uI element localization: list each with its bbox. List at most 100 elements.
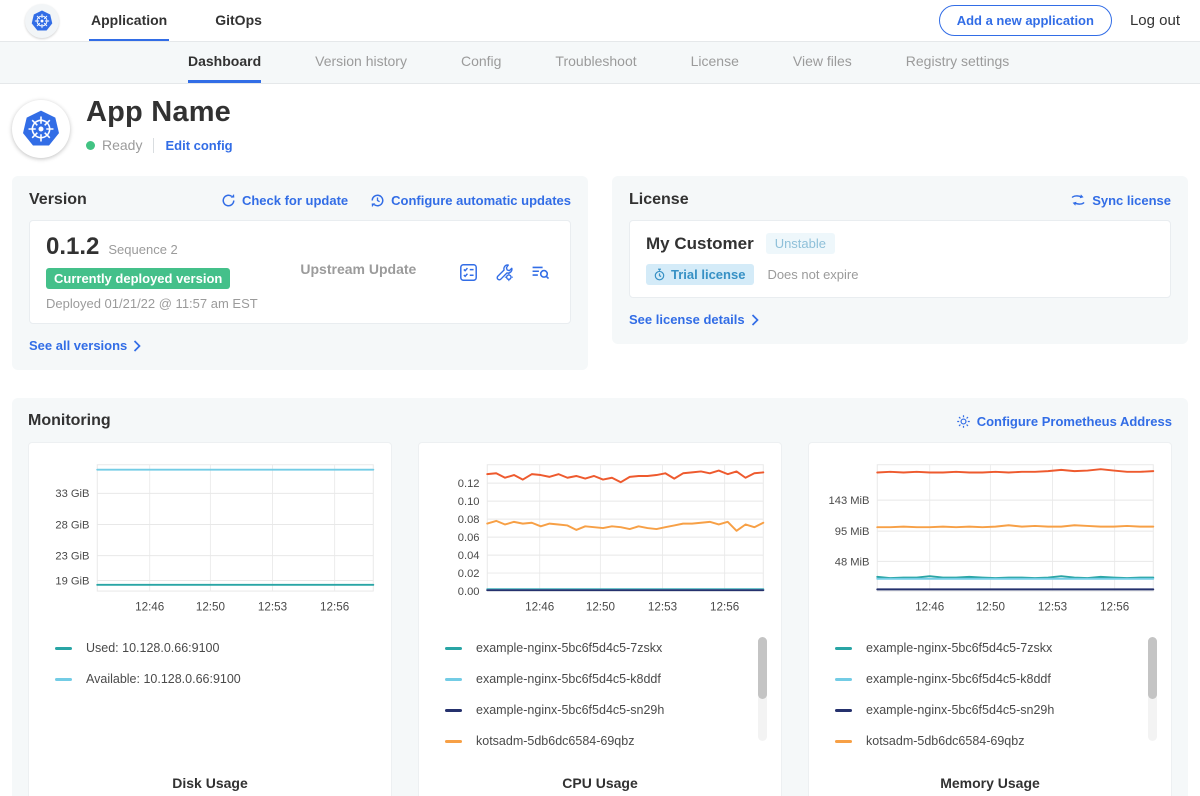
svg-text:33 GiB: 33 GiB — [55, 488, 89, 500]
chart-title: Memory Usage — [817, 765, 1163, 791]
tab-troubleshoot[interactable]: Troubleshoot — [555, 42, 636, 83]
check-for-update-label: Check for update — [242, 193, 348, 208]
legend-item[interactable]: Available: 10.128.0.66:9100 — [55, 672, 357, 686]
logout-button[interactable]: Log out — [1130, 12, 1180, 29]
legend-item[interactable]: example-nginx-5bc6f5d4c5-sn29h — [835, 703, 1137, 717]
app-sub-nav: Dashboard Version history Config Trouble… — [0, 42, 1200, 84]
license-panel: My Customer Unstable Trial license Does … — [629, 220, 1171, 298]
sync-icon — [1070, 193, 1086, 207]
clock-refresh-icon — [370, 193, 385, 208]
version-card-title: Version — [29, 191, 87, 209]
svg-text:12:53: 12:53 — [648, 600, 677, 613]
legend-scrollbar[interactable] — [1148, 637, 1157, 741]
sync-license-link[interactable]: Sync license — [1070, 193, 1171, 208]
svg-text:0.08: 0.08 — [458, 514, 480, 526]
legend-item[interactable]: example-nginx-5bc6f5d4c5-k8ddf — [835, 672, 1137, 686]
legend-scrollbar-thumb[interactable] — [758, 637, 767, 699]
license-card: License Sync license My Customer Unstabl… — [612, 176, 1188, 344]
svg-text:23 GiB: 23 GiB — [55, 550, 89, 562]
legend-scrollbar[interactable] — [758, 637, 767, 741]
legend-item[interactable]: kotsadm-5db6dc6584-69qbz — [445, 734, 747, 748]
legend-color-dash — [445, 740, 462, 743]
top-tab-gitops-label: GitOps — [215, 12, 262, 28]
version-card: Version Check for update Configure autom… — [12, 176, 588, 370]
memory-usage-chart: 12:4612:5012:5312:5648 MiB95 MiB143 MiB — [817, 455, 1163, 627]
license-type-label: Trial license — [671, 267, 745, 282]
upstream-update-label: Upstream Update — [258, 233, 459, 277]
page-title: App Name — [86, 96, 233, 129]
tab-dashboard[interactable]: Dashboard — [188, 42, 261, 83]
status-ready-dot — [86, 141, 95, 150]
legend-label: example-nginx-5bc6f5d4c5-k8ddf — [476, 672, 661, 686]
configure-prometheus-link[interactable]: Configure Prometheus Address — [956, 414, 1172, 429]
release-notes-icon[interactable] — [459, 263, 478, 282]
chart-svg: 12:4612:5012:5312:560.000.020.040.060.08… — [427, 455, 773, 622]
tab-license-label: License — [691, 53, 739, 69]
top-nav: Application GitOps — [89, 0, 264, 41]
top-tab-gitops[interactable]: GitOps — [213, 0, 264, 41]
add-application-button[interactable]: Add a new application — [939, 5, 1112, 36]
legend-label: kotsadm-5db6dc6584-69qbz — [866, 734, 1024, 748]
tab-registry-settings[interactable]: Registry settings — [906, 42, 1009, 83]
legend-item[interactable]: example-nginx-5bc6f5d4c5-7zskx — [835, 641, 1137, 655]
edit-config-link[interactable]: Edit config — [165, 138, 232, 153]
svg-text:12:50: 12:50 — [196, 600, 226, 613]
top-tab-application-label: Application — [91, 12, 167, 28]
top-tab-application[interactable]: Application — [89, 0, 169, 41]
legend-color-dash — [55, 678, 72, 681]
top-bar: Application GitOps Add a new application… — [0, 0, 1200, 42]
legend-item[interactable]: kotsadm-5db6dc6584-69qbz — [835, 734, 1137, 748]
svg-text:12:46: 12:46 — [135, 600, 164, 613]
legend-item[interactable]: Used: 10.128.0.66:9100 — [55, 641, 357, 655]
legend-label: example-nginx-5bc6f5d4c5-sn29h — [866, 703, 1054, 717]
chart-title: Disk Usage — [37, 765, 383, 791]
check-for-update-link[interactable]: Check for update — [221, 193, 348, 208]
cpu-usage-chart-panel: 12:4612:5012:5312:560.000.020.040.060.08… — [418, 442, 782, 796]
current-version-panel: 0.1.2 Sequence 2 Currently deployed vers… — [29, 220, 571, 324]
chevron-right-icon — [133, 340, 141, 352]
svg-text:12:50: 12:50 — [976, 600, 1006, 613]
tab-view-files[interactable]: View files — [793, 42, 852, 83]
chart-legend: example-nginx-5bc6f5d4c5-7zskx example-ng… — [427, 627, 773, 765]
tab-view-files-label: View files — [793, 53, 852, 69]
tab-registry-settings-label: Registry settings — [906, 53, 1009, 69]
gear-icon — [956, 414, 971, 429]
legend-item[interactable]: example-nginx-5bc6f5d4c5-7zskx — [445, 641, 747, 655]
license-card-title: License — [629, 191, 689, 209]
svg-text:28 GiB: 28 GiB — [55, 519, 89, 531]
svg-text:0.04: 0.04 — [458, 550, 480, 562]
svg-text:143 MiB: 143 MiB — [829, 495, 870, 507]
tab-config[interactable]: Config — [461, 42, 501, 83]
deploy-logs-icon[interactable] — [531, 263, 550, 282]
legend-scrollbar-thumb[interactable] — [1148, 637, 1157, 699]
tab-version-history-label: Version history — [315, 53, 407, 69]
chart-legend: example-nginx-5bc6f5d4c5-7zskx example-ng… — [817, 627, 1163, 765]
legend-label: Used: 10.128.0.66:9100 — [86, 641, 219, 655]
chart-svg: 12:4612:5012:5312:5648 MiB95 MiB143 MiB — [817, 455, 1163, 622]
legend-color-dash — [835, 647, 852, 650]
config-wrench-icon[interactable] — [495, 263, 514, 282]
chart-svg: 12:4612:5012:5312:5619 GiB23 GiB28 GiB33… — [37, 455, 383, 622]
status-text: Ready — [102, 137, 142, 153]
legend-color-dash — [445, 678, 462, 681]
legend-item[interactable]: example-nginx-5bc6f5d4c5-sn29h — [445, 703, 747, 717]
app-avatar — [12, 100, 70, 158]
configure-automatic-updates-link[interactable]: Configure automatic updates — [370, 193, 571, 208]
kubernetes-app-icon — [20, 108, 62, 150]
legend-item[interactable]: example-nginx-5bc6f5d4c5-k8ddf — [445, 672, 747, 686]
stopwatch-icon — [653, 268, 666, 281]
chart-title: CPU Usage — [427, 765, 773, 791]
tab-config-label: Config — [461, 53, 501, 69]
version-number: 0.1.2 — [46, 233, 99, 261]
tab-version-history[interactable]: Version history — [315, 42, 407, 83]
svg-text:48 MiB: 48 MiB — [835, 556, 870, 568]
legend-color-dash — [835, 678, 852, 681]
see-all-versions-link[interactable]: See all versions — [29, 338, 141, 353]
see-license-details-link[interactable]: See license details — [629, 312, 759, 327]
chart-legend: Used: 10.128.0.66:9100 Available: 10.128.… — [37, 627, 383, 749]
tab-license[interactable]: License — [691, 42, 739, 83]
svg-text:0.06: 0.06 — [458, 532, 480, 544]
svg-text:0.00: 0.00 — [458, 586, 480, 598]
configure-automatic-updates-label: Configure automatic updates — [391, 193, 571, 208]
memory-usage-chart-panel: 12:4612:5012:5312:5648 MiB95 MiB143 MiB … — [808, 442, 1172, 796]
